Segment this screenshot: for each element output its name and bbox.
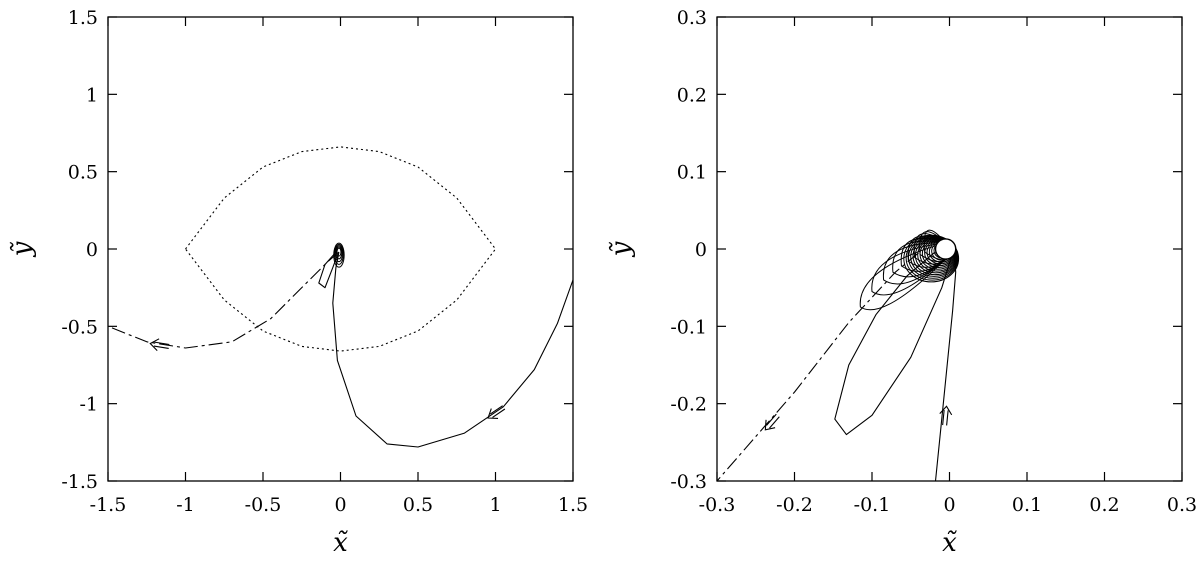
series-dashed-curve-1 [717, 252, 919, 481]
series-solid-curve-0 [332, 251, 573, 448]
y-tick-label: -0.1 [670, 316, 707, 338]
y-axis-label: ỹ [7, 241, 37, 257]
dense-loop-13 [903, 234, 960, 283]
x-tick-label: 1.5 [558, 494, 588, 516]
arrow-dashed-1 [149, 338, 170, 352]
x-tick-label: 0.5 [403, 494, 433, 516]
x-tick-label: -1.5 [90, 494, 127, 516]
y-tick-label: -1 [79, 394, 98, 416]
origin-hole [934, 238, 957, 260]
y-tick-label: -0.2 [670, 394, 707, 416]
y-tick-label: 0.1 [677, 162, 707, 184]
x-tick-label: 0 [943, 494, 955, 516]
x-tick-label: -0.2 [776, 494, 813, 516]
x-axis-label: x̃ [333, 528, 348, 558]
y-tick-label: -0.3 [670, 471, 707, 493]
series-solid-curve-0 [934, 252, 957, 481]
y-tick-label: 0 [695, 239, 707, 261]
y-tick-label: -1.5 [61, 471, 98, 493]
x-tick-label: -0.3 [699, 494, 736, 516]
y-tick-label: 1 [86, 84, 98, 106]
x-tick-label: -0.1 [854, 494, 891, 516]
y-tick-label: 0.5 [68, 162, 98, 184]
x-tick-label: 0.1 [1012, 494, 1042, 516]
origin-spiral-0 [336, 247, 342, 257]
arrow-dashed-1 [764, 413, 780, 431]
origin-spiral-4 [333, 242, 345, 268]
inner-loop-1 [871, 242, 953, 296]
y-tick-label: -0.5 [61, 316, 98, 338]
y-tick-label: 1.5 [68, 7, 98, 29]
y-tick-label: 0.2 [677, 84, 707, 106]
y-axis-label: ỹ [606, 241, 636, 257]
y-tick-label: 0.3 [677, 7, 707, 29]
x-tick-label: -1 [176, 494, 195, 516]
inner-loop-0 [859, 242, 953, 311]
series-dotted-curve-3 [185, 146, 497, 352]
series-solid-curve-2 [318, 250, 338, 289]
x-tick-label: 0.3 [1167, 494, 1197, 516]
x-tick-label: 1 [489, 494, 501, 516]
right-panel: -0.3 -0.2 -0.1 0 0.1 0.2 0.3 -0.3 -0.2 -0.1 0 0.1 0.… [606, 7, 1197, 558]
arrow-solid-0 [939, 405, 953, 426]
origin-spiral-2 [334, 245, 344, 263]
y-tick-label: 0 [86, 239, 98, 261]
x-tick-label: -0.5 [245, 494, 282, 516]
plot-area [717, 229, 960, 481]
series-dashed-curve-1 [108, 251, 340, 349]
origin-spiral-3 [334, 243, 344, 265]
x-axis-label: x̃ [942, 528, 957, 558]
x-tick-label: 0 [334, 494, 346, 516]
plot-area [108, 146, 573, 448]
origin-spiral-1 [335, 246, 343, 260]
series-solid-curve-2 [834, 252, 954, 436]
left-panel: -1.5 -1 -0.5 0 0.5 1 1.5 -1.5 -1 -0.5 0 0.5 1 1.5 x̃ ỹ [7, 7, 588, 558]
arrow-solid-0 [487, 405, 506, 420]
x-tick-label: 0.2 [1089, 494, 1119, 516]
